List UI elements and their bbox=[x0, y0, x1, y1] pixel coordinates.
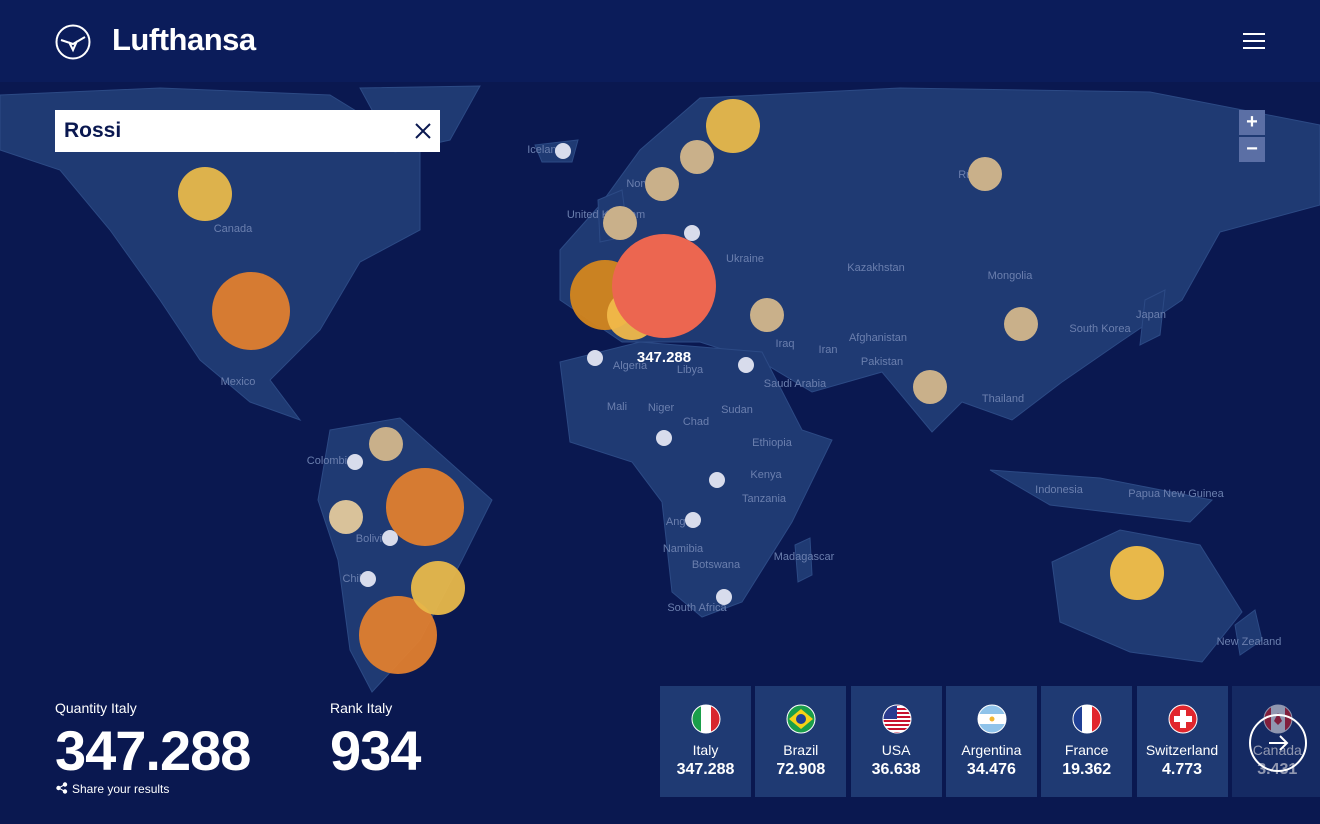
country-label: Madagascar bbox=[774, 551, 835, 563]
flag bbox=[1168, 704, 1197, 734]
country-label: South Africa bbox=[667, 602, 727, 614]
country-card[interactable]: France 19.362 bbox=[1041, 686, 1133, 797]
flag bbox=[1072, 704, 1102, 734]
bubble[interactable] bbox=[913, 370, 947, 404]
country-label: Mexico bbox=[221, 376, 256, 388]
country-label: Thailand bbox=[982, 393, 1024, 405]
bubble[interactable] bbox=[1004, 307, 1038, 341]
highlight-label: 347.288 bbox=[637, 349, 691, 366]
country-label: Iraq bbox=[776, 338, 795, 350]
country-card[interactable]: Switzerland 4.773 bbox=[1136, 686, 1228, 797]
country-label: Canada bbox=[214, 223, 253, 235]
card-country: Italy bbox=[692, 742, 719, 758]
country-label: Chad bbox=[683, 416, 709, 428]
card-value: 36.638 bbox=[871, 761, 921, 778]
quantity-value: 347.288 bbox=[55, 719, 251, 782]
card-country: Switzerland bbox=[1145, 742, 1219, 758]
card-country: Brazil bbox=[783, 742, 819, 758]
logo[interactable] bbox=[55, 24, 91, 60]
bubble[interactable] bbox=[680, 140, 714, 174]
bubble[interactable] bbox=[706, 99, 760, 153]
flag bbox=[882, 704, 912, 734]
flag bbox=[977, 704, 1007, 734]
zoom-out[interactable]: − bbox=[1239, 137, 1265, 162]
bubble[interactable] bbox=[212, 272, 290, 350]
country-label: Iceland bbox=[527, 144, 562, 156]
country-label: Libya bbox=[677, 364, 704, 376]
menu-button[interactable] bbox=[1243, 33, 1265, 51]
bubble[interactable] bbox=[329, 500, 363, 534]
flag bbox=[786, 704, 816, 734]
brand[interactable]: Lufthansa bbox=[112, 22, 256, 57]
country-label: Indonesia bbox=[1035, 484, 1084, 496]
rank-value: 934 bbox=[330, 719, 421, 782]
search-value: Rossi bbox=[64, 119, 122, 142]
country-label: Botswana bbox=[692, 559, 741, 571]
country-label: Kazakhstan bbox=[847, 262, 904, 274]
card-country: France bbox=[1064, 742, 1109, 758]
card-country: USA bbox=[881, 742, 911, 758]
country-label: Saudi Arabia bbox=[764, 378, 827, 390]
country-label: Ethiopia bbox=[752, 437, 793, 449]
rank-label: Rank Italy bbox=[330, 700, 393, 716]
country-label: Japan bbox=[1136, 309, 1166, 321]
quantity-label: Quantity Italy bbox=[55, 700, 137, 716]
bubble[interactable] bbox=[645, 167, 679, 201]
country-card[interactable]: Brazil 72.908 bbox=[755, 686, 847, 797]
country-label: Iran bbox=[819, 344, 838, 356]
country-label: New Zealand bbox=[1217, 636, 1282, 648]
country-label: Ukraine bbox=[726, 253, 764, 265]
country-card[interactable]: Argentina 34.476 bbox=[945, 686, 1037, 797]
bubble[interactable] bbox=[178, 167, 232, 221]
next-button[interactable] bbox=[1249, 714, 1307, 772]
header: Lufthansa bbox=[0, 0, 1320, 82]
country-label: Colombia bbox=[307, 455, 354, 467]
country-label: Bolivia bbox=[356, 533, 389, 545]
zoom-in[interactable]: + bbox=[1239, 110, 1265, 135]
search-box[interactable]: Rossi bbox=[55, 110, 440, 152]
country-label: Pakistan bbox=[861, 356, 903, 368]
card-value: 72.908 bbox=[776, 761, 826, 778]
card-value: 34.476 bbox=[966, 761, 1016, 778]
bubble[interactable] bbox=[1110, 546, 1164, 600]
small-dots bbox=[347, 143, 754, 605]
country-card[interactable]: Italy 347.288 bbox=[660, 686, 751, 797]
card-value: 347.288 bbox=[676, 761, 735, 778]
share-icon[interactable] bbox=[56, 782, 68, 794]
bubble[interactable] bbox=[612, 234, 716, 338]
world-map[interactable]: CanadaMexicoColombiaBoliviaChileIcelandN… bbox=[0, 82, 1320, 824]
bubble[interactable] bbox=[386, 468, 464, 546]
bubble[interactable] bbox=[750, 298, 784, 332]
country-label: Sudan bbox=[721, 404, 753, 416]
country-label: Papua New Guinea bbox=[1128, 488, 1224, 500]
country-label: South Korea bbox=[1069, 323, 1131, 335]
bubble[interactable] bbox=[968, 157, 1002, 191]
clear-button[interactable] bbox=[415, 123, 431, 139]
bubbles bbox=[178, 99, 1164, 674]
card-country: Argentina bbox=[961, 742, 1022, 758]
country-label: Mali bbox=[607, 401, 627, 413]
flag bbox=[691, 704, 721, 734]
country-card[interactable]: USA 36.638 bbox=[850, 686, 942, 797]
bubble[interactable] bbox=[369, 427, 403, 461]
country-label: Mongolia bbox=[988, 270, 1034, 282]
bubble[interactable] bbox=[411, 561, 465, 615]
country-label: Niger bbox=[648, 402, 675, 414]
bubble[interactable] bbox=[603, 206, 637, 240]
bubble[interactable] bbox=[359, 596, 437, 674]
country-label: Algeria bbox=[613, 360, 648, 372]
country-label: Kenya bbox=[750, 469, 782, 481]
card-value: 4.773 bbox=[1161, 761, 1203, 778]
share-link[interactable]: Share your results bbox=[72, 782, 170, 796]
country-label: Namibia bbox=[663, 543, 704, 555]
card-value: 19.362 bbox=[1062, 761, 1112, 778]
country-label: Tanzania bbox=[742, 493, 787, 505]
country-label: Afghanistan bbox=[849, 332, 907, 344]
